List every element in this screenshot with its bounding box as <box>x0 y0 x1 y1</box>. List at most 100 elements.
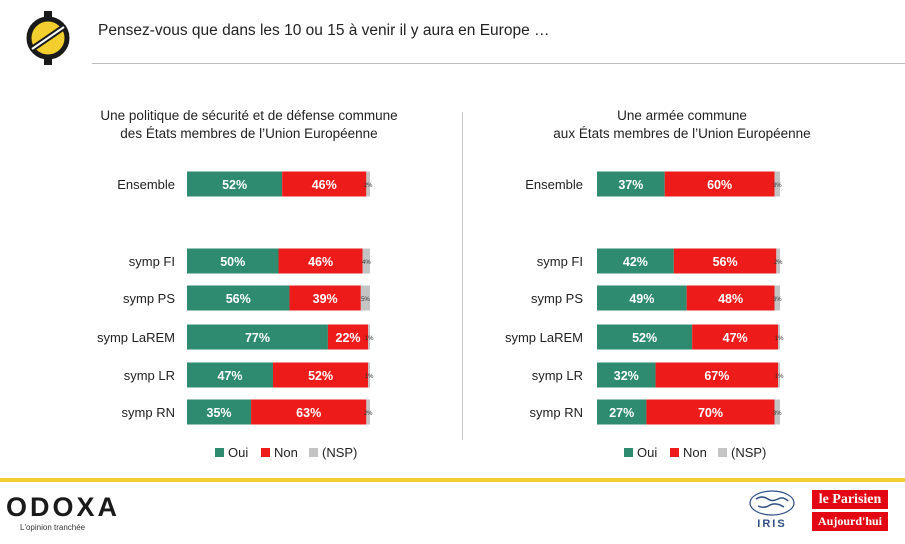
bar-non <box>646 399 775 425</box>
bar-oui <box>597 324 693 350</box>
legend-label: Non <box>274 445 298 460</box>
stacked-bar-charts: Une politique de sécurité et de défense … <box>97 108 811 460</box>
bar-nsp <box>360 285 370 311</box>
bar-nsp <box>774 285 780 311</box>
category-label: symp LaREM <box>505 330 583 345</box>
data-label-small: 1% <box>365 374 374 380</box>
data-label: 56% <box>713 255 738 269</box>
category-label: symp LR <box>532 368 583 383</box>
data-label-small: 3% <box>773 183 782 189</box>
legend-label: Non <box>683 445 707 460</box>
bar-nsp <box>774 399 780 425</box>
data-label-small: 2% <box>364 411 373 417</box>
bar-non <box>655 362 779 388</box>
bar-oui <box>187 248 279 274</box>
data-label-small: 1% <box>365 336 374 342</box>
bar-non <box>273 362 369 388</box>
le-parisien-line2: Aujourd'hui <box>812 512 888 531</box>
bar-non <box>278 248 363 274</box>
category-label: Ensemble <box>525 177 583 192</box>
globe-icon <box>749 490 795 516</box>
data-label: 35% <box>207 406 232 420</box>
question-heading: Pensez-vous que dans les 10 ou 15 à veni… <box>98 22 550 39</box>
bar-oui <box>187 324 328 350</box>
bar-nsp <box>776 248 780 274</box>
bar-oui <box>597 399 647 425</box>
data-label-small: 3% <box>773 411 782 417</box>
bar-oui <box>187 285 290 311</box>
data-label: 50% <box>220 255 245 269</box>
bar-oui <box>187 399 252 425</box>
data-label-small: 4% <box>362 260 371 266</box>
data-label-small: 2% <box>364 183 373 189</box>
data-label-small: 3% <box>773 297 782 303</box>
bar-non <box>327 324 369 350</box>
category-label: symp RN <box>122 405 175 420</box>
header-divider <box>92 63 905 64</box>
data-label: 46% <box>308 255 333 269</box>
legend-swatch <box>670 448 679 457</box>
panel-divider <box>462 112 463 440</box>
data-label: 46% <box>312 178 337 192</box>
category-label: symp LaREM <box>97 330 175 345</box>
category-label: symp PS <box>531 291 583 306</box>
legend-label: Oui <box>637 445 657 460</box>
data-label: 77% <box>245 331 270 345</box>
data-label: 48% <box>718 292 743 306</box>
data-label-small: 2% <box>774 260 783 266</box>
bar-non <box>686 285 775 311</box>
data-label: 60% <box>707 178 732 192</box>
category-label: symp FI <box>129 254 175 269</box>
odoxa-top-logo <box>26 11 70 65</box>
bar-non <box>282 171 367 197</box>
category-label: symp RN <box>530 405 583 420</box>
category-label: Ensemble <box>117 177 175 192</box>
data-label: 22% <box>336 331 361 345</box>
legend-label: (NSP) <box>322 445 357 460</box>
bar-nsp <box>774 171 780 197</box>
data-label: 32% <box>614 369 639 383</box>
bar-non <box>289 285 361 311</box>
odoxa-wordmark: ODOXA <box>6 492 121 522</box>
data-label: 39% <box>313 292 338 306</box>
legend-swatch <box>309 448 318 457</box>
bar-non <box>251 399 367 425</box>
chart-title: aux États membres de l’Union Européenne <box>553 126 810 141</box>
chart-title: des États membres de l’Union Européenne <box>120 126 377 141</box>
data-label: 52% <box>222 178 247 192</box>
chart-title: Une armée commune <box>617 108 747 123</box>
data-label-small: 5% <box>361 297 370 303</box>
bar-nsp <box>366 399 370 425</box>
bar-nsp <box>366 171 370 197</box>
bar-oui <box>597 248 674 274</box>
bar-oui <box>597 362 656 388</box>
bar-non <box>692 324 779 350</box>
odoxa-tagline: L'opinion tranchée <box>20 523 86 532</box>
data-label: 42% <box>623 255 648 269</box>
le-parisien-logo: le Parisien Aujourd'hui <box>812 490 888 531</box>
category-label: symp LR <box>124 368 175 383</box>
legend-swatch <box>718 448 727 457</box>
bar-nsp <box>778 362 780 388</box>
data-label: 27% <box>609 406 634 420</box>
data-label-small: 1% <box>775 374 784 380</box>
bar-nsp <box>368 362 370 388</box>
data-label: 37% <box>618 178 643 192</box>
legend-label: (NSP) <box>731 445 766 460</box>
category-label: symp PS <box>123 291 175 306</box>
chart-title: Une politique de sécurité et de défense … <box>100 108 397 123</box>
data-label: 67% <box>704 369 729 383</box>
legend-swatch <box>215 448 224 457</box>
bar-non <box>664 171 775 197</box>
legend-swatch <box>624 448 633 457</box>
category-label: symp FI <box>537 254 583 269</box>
le-parisien-line1: le Parisien <box>812 490 888 509</box>
data-label: 52% <box>308 369 333 383</box>
data-label: 52% <box>632 331 657 345</box>
bar-oui <box>187 171 283 197</box>
data-label: 63% <box>296 406 321 420</box>
bar-oui <box>187 362 274 388</box>
bar-non <box>673 248 777 274</box>
data-label: 49% <box>629 292 654 306</box>
data-label: 56% <box>226 292 251 306</box>
